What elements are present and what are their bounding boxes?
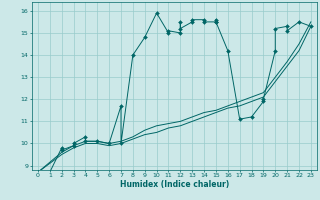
X-axis label: Humidex (Indice chaleur): Humidex (Indice chaleur) <box>120 180 229 189</box>
